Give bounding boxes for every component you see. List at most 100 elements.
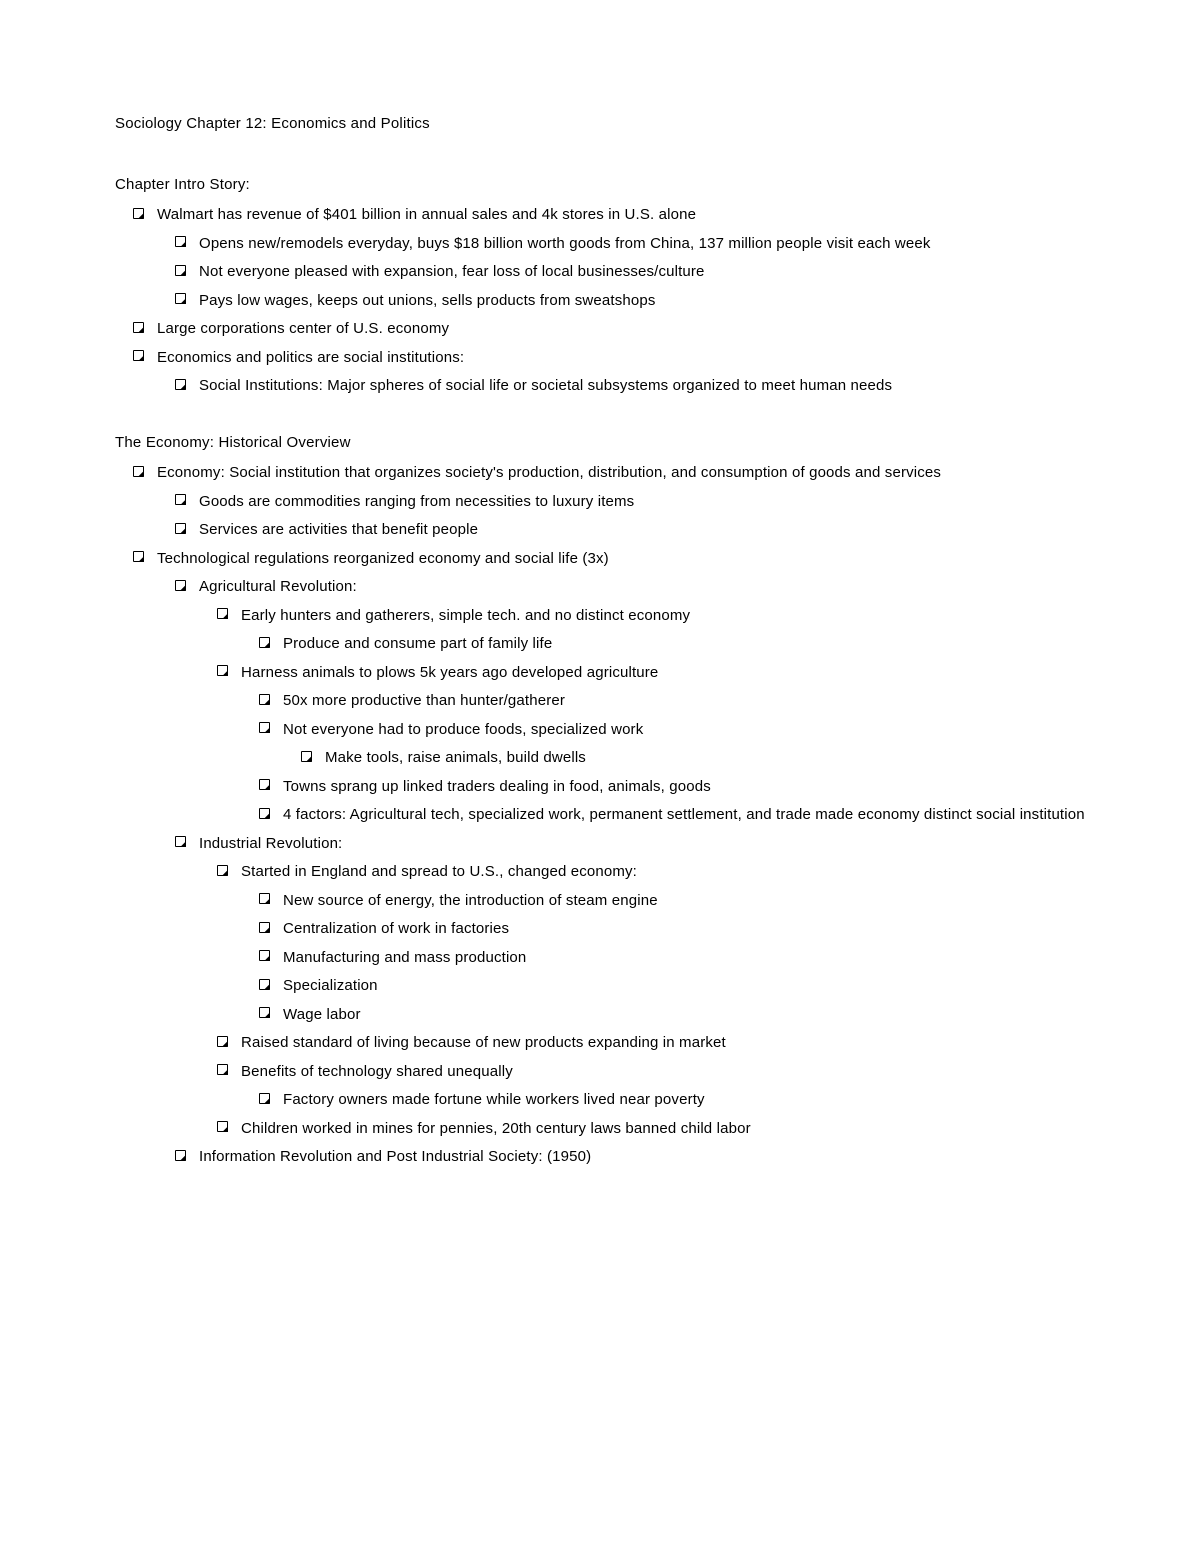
list-item-text: Opens new/remodels everyday, buys $18 bi… — [199, 235, 931, 252]
list-item-text: Early hunters and gatherers, simple tech… — [241, 607, 690, 624]
outline-list: 50x more productive than hunter/gatherer… — [241, 687, 1085, 830]
list-item-text: Industrial Revolution: — [199, 835, 342, 852]
list-item-text: Make tools, raise animals, build dwells — [325, 749, 586, 766]
checkbox-bullet-icon — [217, 865, 228, 876]
checkbox-bullet-icon — [217, 608, 228, 619]
checkbox-bullet-icon — [175, 523, 186, 534]
list-item-text: Factory owners made fortune while worker… — [283, 1091, 705, 1108]
checkbox-bullet-icon — [259, 779, 270, 790]
list-item: Towns sprang up linked traders dealing i… — [283, 773, 1085, 802]
list-item-text: Centralization of work in factories — [283, 920, 509, 937]
checkbox-bullet-icon — [217, 1121, 228, 1132]
checkbox-bullet-icon — [259, 922, 270, 933]
checkbox-bullet-icon — [217, 1064, 228, 1075]
list-item: Industrial Revolution: Started in England… — [199, 830, 1085, 1144]
outline-list: Produce and consume part of family life — [241, 630, 1085, 659]
section-heading: Chapter Intro Story: — [115, 171, 1085, 200]
list-item: Started in England and spread to U.S., c… — [241, 858, 1085, 1029]
checkbox-bullet-icon — [259, 979, 270, 990]
list-item: Opens new/remodels everyday, buys $18 bi… — [199, 230, 1085, 259]
section: The Economy: Historical Overview Economy:… — [115, 429, 1085, 1172]
list-item: Services are activities that benefit peo… — [199, 516, 1085, 545]
outline-list: Make tools, raise animals, build dwells — [283, 744, 1085, 773]
checkbox-bullet-icon — [259, 1007, 270, 1018]
list-item-text: Technological regulations reorganized ec… — [157, 550, 609, 567]
list-item-text: New source of energy, the introduction o… — [283, 892, 658, 909]
list-item: Early hunters and gatherers, simple tech… — [241, 602, 1085, 659]
list-item-text: Walmart has revenue of $401 billion in a… — [157, 206, 696, 223]
list-item-text: 50x more productive than hunter/gatherer — [283, 692, 565, 709]
list-item-text: Goods are commodities ranging from neces… — [199, 493, 634, 510]
list-item-text: Economy: Social institution that organiz… — [157, 464, 941, 481]
checkbox-bullet-icon — [175, 1150, 186, 1161]
list-item: Information Revolution and Post Industri… — [199, 1143, 1085, 1172]
list-item: Specialization — [283, 972, 1085, 1001]
list-item: Walmart has revenue of $401 billion in a… — [157, 201, 1085, 315]
list-item-text: 4 factors: Agricultural tech, specialize… — [283, 806, 1085, 823]
outline-list: New source of energy, the introduction o… — [241, 887, 1085, 1030]
list-item: Benefits of technology shared unequallyF… — [241, 1058, 1085, 1115]
checkbox-bullet-icon — [133, 322, 144, 333]
checkbox-bullet-icon — [259, 808, 270, 819]
checkbox-bullet-icon — [259, 950, 270, 961]
list-item: Economics and politics are social instit… — [157, 344, 1085, 401]
list-item: Social Institutions: Major spheres of so… — [199, 372, 1085, 401]
checkbox-bullet-icon — [175, 494, 186, 505]
checkbox-bullet-icon — [259, 1093, 270, 1104]
list-item-text: Children worked in mines for pennies, 20… — [241, 1120, 751, 1137]
list-item-text: Not everyone pleased with expansion, fea… — [199, 263, 705, 280]
list-item: 50x more productive than hunter/gatherer — [283, 687, 1085, 716]
list-item-text: Started in England and spread to U.S., c… — [241, 863, 637, 880]
list-item: Centralization of work in factories — [283, 915, 1085, 944]
list-item-text: Services are activities that benefit peo… — [199, 521, 478, 538]
list-item-text: Wage labor — [283, 1006, 361, 1023]
checkbox-bullet-icon — [259, 694, 270, 705]
checkbox-bullet-icon — [175, 836, 186, 847]
section: Chapter Intro Story: Walmart has revenue … — [115, 171, 1085, 401]
list-item: Children worked in mines for pennies, 20… — [241, 1115, 1085, 1144]
document-body: Chapter Intro Story: Walmart has revenue … — [115, 171, 1085, 1172]
checkbox-bullet-icon — [259, 722, 270, 733]
checkbox-bullet-icon — [133, 551, 144, 562]
list-item-text: Harness animals to plows 5k years ago de… — [241, 664, 658, 681]
list-item: Factory owners made fortune while worker… — [283, 1086, 1085, 1115]
outline-list: Agricultural Revolution: Early hunters an… — [157, 573, 1085, 1172]
list-item-text: Specialization — [283, 977, 378, 994]
checkbox-bullet-icon — [133, 466, 144, 477]
outline-list: Started in England and spread to U.S., c… — [199, 858, 1085, 1143]
section-heading: The Economy: Historical Overview — [115, 429, 1085, 458]
page-title: Sociology Chapter 12: Economics and Poli… — [115, 110, 1085, 139]
checkbox-bullet-icon — [175, 265, 186, 276]
list-item-text: Towns sprang up linked traders dealing i… — [283, 778, 711, 795]
list-item: Not everyone pleased with expansion, fea… — [199, 258, 1085, 287]
checkbox-bullet-icon — [133, 208, 144, 219]
list-item: Agricultural Revolution: Early hunters an… — [199, 573, 1085, 830]
outline-list: Economy: Social institution that organiz… — [115, 459, 1085, 1172]
outline-list: Factory owners made fortune while worker… — [241, 1086, 1085, 1115]
list-item-text: Social Institutions: Major spheres of so… — [199, 377, 892, 394]
list-item: Large corporations center of U.S. econom… — [157, 315, 1085, 344]
checkbox-bullet-icon — [301, 751, 312, 762]
list-item-text: Economics and politics are social instit… — [157, 349, 464, 366]
list-item: Economy: Social institution that organiz… — [157, 459, 1085, 545]
list-item: Pays low wages, keeps out unions, sells … — [199, 287, 1085, 316]
list-item: Technological regulations reorganized ec… — [157, 545, 1085, 1172]
checkbox-bullet-icon — [175, 293, 186, 304]
list-item-text: Agricultural Revolution: — [199, 578, 357, 595]
list-item: 4 factors: Agricultural tech, specialize… — [283, 801, 1085, 830]
checkbox-bullet-icon — [259, 637, 270, 648]
checkbox-bullet-icon — [217, 1036, 228, 1047]
checkbox-bullet-icon — [175, 379, 186, 390]
list-item: Wage labor — [283, 1001, 1085, 1030]
checkbox-bullet-icon — [259, 893, 270, 904]
list-item: Manufacturing and mass production — [283, 944, 1085, 973]
outline-list: Goods are commodities ranging from neces… — [157, 488, 1085, 545]
list-item: Goods are commodities ranging from neces… — [199, 488, 1085, 517]
checkbox-bullet-icon — [175, 580, 186, 591]
checkbox-bullet-icon — [175, 236, 186, 247]
list-item-text: Pays low wages, keeps out unions, sells … — [199, 292, 656, 309]
list-item: Make tools, raise animals, build dwells — [325, 744, 1085, 773]
list-item: Produce and consume part of family life — [283, 630, 1085, 659]
list-item-text: Raised standard of living because of new… — [241, 1034, 726, 1051]
outline-list: Social Institutions: Major spheres of so… — [157, 372, 1085, 401]
